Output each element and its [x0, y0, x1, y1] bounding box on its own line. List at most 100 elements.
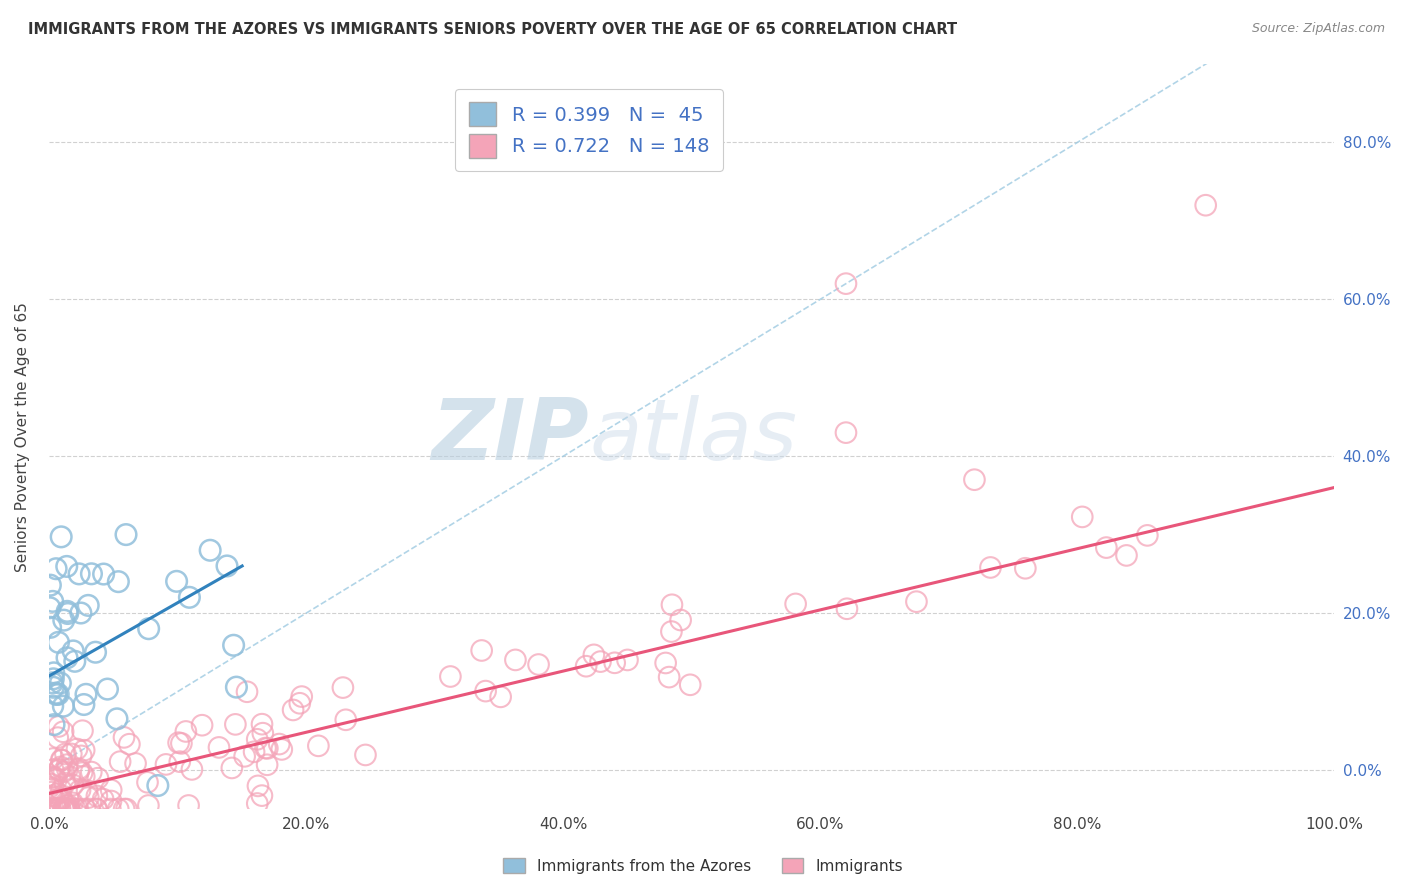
Point — [38, 600, 60, 615]
Point — [52, 699, 75, 714]
Point — [269, 737, 291, 751]
Point — [138, 622, 160, 636]
Point — [84, 802, 107, 816]
Point — [52, 613, 75, 627]
Point — [115, 527, 138, 541]
Point — [835, 425, 858, 440]
Point — [41, 594, 63, 608]
Point — [55, 802, 77, 816]
Point — [118, 737, 141, 751]
Point — [56, 762, 79, 776]
Point — [77, 599, 100, 613]
Point — [55, 802, 77, 816]
Point — [39, 620, 62, 634]
Text: Source: ZipAtlas.com: Source: ZipAtlas.com — [1251, 22, 1385, 36]
Point — [174, 724, 197, 739]
Point — [246, 779, 269, 793]
Point — [146, 779, 169, 793]
Point — [42, 672, 65, 686]
Point — [166, 574, 188, 589]
Point — [41, 698, 63, 713]
Point — [58, 798, 80, 813]
Point — [55, 559, 77, 574]
Point — [225, 680, 247, 694]
Point — [191, 718, 214, 732]
Point — [53, 802, 76, 816]
Point — [67, 762, 90, 776]
Point — [112, 731, 135, 745]
Point — [58, 802, 80, 816]
Point — [1071, 509, 1094, 524]
Point — [180, 763, 202, 777]
Point — [56, 650, 79, 665]
Point — [250, 717, 273, 731]
Point — [93, 567, 115, 582]
Point — [136, 775, 159, 789]
Point — [45, 802, 67, 816]
Point — [62, 644, 84, 658]
Text: atlas: atlas — [589, 395, 797, 478]
Point — [67, 566, 90, 581]
Point — [661, 624, 683, 639]
Point — [582, 648, 605, 662]
Point — [354, 747, 377, 762]
Point — [105, 712, 128, 726]
Point — [52, 724, 75, 739]
Point — [62, 796, 84, 810]
Point — [1095, 541, 1118, 555]
Point — [616, 653, 638, 667]
Point — [39, 802, 62, 816]
Point — [56, 757, 79, 772]
Point — [70, 748, 93, 763]
Point — [55, 802, 77, 816]
Point — [52, 802, 75, 816]
Point — [905, 595, 928, 609]
Point — [48, 719, 70, 733]
Point — [55, 802, 77, 816]
Point — [39, 802, 62, 816]
Point — [52, 764, 75, 779]
Point — [77, 790, 100, 805]
Point — [963, 473, 986, 487]
Point — [527, 657, 550, 672]
Point — [332, 681, 354, 695]
Point — [69, 783, 91, 797]
Point — [49, 802, 72, 816]
Point — [56, 604, 79, 618]
Point — [48, 792, 70, 806]
Point — [215, 558, 238, 573]
Point — [96, 682, 118, 697]
Point — [87, 771, 110, 785]
Point — [66, 742, 89, 756]
Point — [100, 783, 122, 797]
Point — [67, 764, 90, 778]
Point — [221, 761, 243, 775]
Point — [108, 755, 131, 769]
Point — [48, 762, 70, 776]
Point — [270, 742, 292, 756]
Point — [48, 802, 70, 816]
Point — [42, 680, 65, 694]
Point — [1014, 561, 1036, 575]
Point — [489, 690, 512, 704]
Point — [49, 760, 72, 774]
Point — [44, 793, 66, 807]
Point — [835, 601, 858, 615]
Point — [60, 747, 83, 761]
Point — [170, 736, 193, 750]
Legend: R = 0.399   N =  45, R = 0.722   N = 148: R = 0.399 N = 45, R = 0.722 N = 148 — [456, 88, 723, 171]
Point — [155, 757, 177, 772]
Point — [42, 751, 65, 765]
Point — [167, 736, 190, 750]
Legend: Immigrants from the Azores, Immigrants: Immigrants from the Azores, Immigrants — [498, 852, 908, 880]
Point — [53, 776, 76, 790]
Point — [291, 690, 314, 704]
Point — [84, 645, 107, 659]
Point — [45, 686, 67, 700]
Point — [70, 765, 93, 780]
Point — [224, 717, 246, 731]
Point — [1136, 528, 1159, 542]
Point — [42, 717, 65, 731]
Point — [505, 653, 527, 667]
Point — [236, 685, 259, 699]
